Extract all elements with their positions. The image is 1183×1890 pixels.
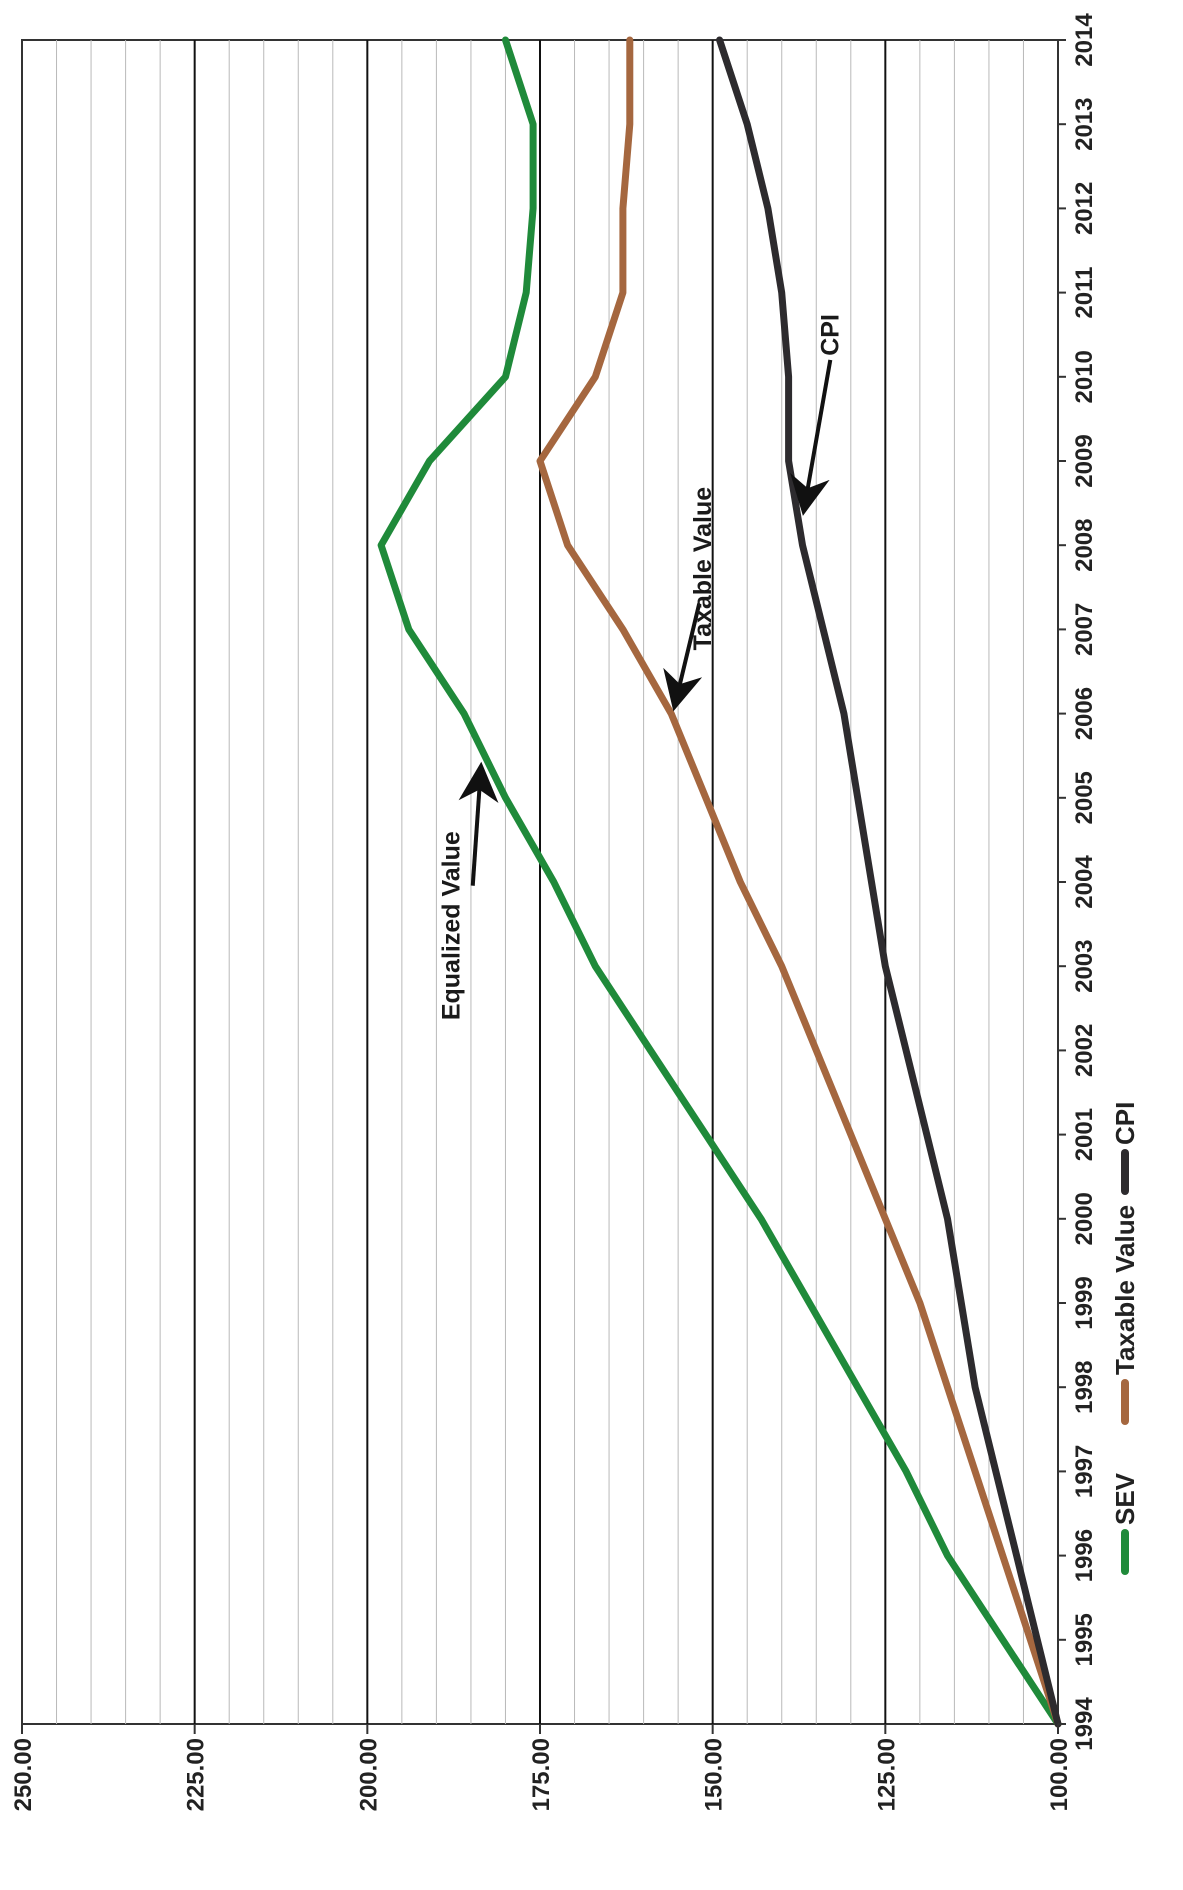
year-axis-tick-label: 2013: [1071, 98, 1098, 151]
annotation-label: Taxable Value: [689, 487, 717, 651]
year-axis-tick-label: 1997: [1071, 1445, 1098, 1498]
year-axis-tick-label: 1995: [1071, 1613, 1098, 1666]
annotation-label: CPI: [816, 314, 844, 356]
value-axis-tick-label: 100.00: [1046, 1738, 1073, 1811]
value-axis-tick-label: 250.00: [10, 1738, 37, 1811]
year-axis-tick-label: 2001: [1071, 1108, 1098, 1161]
year-axis-tick-label: 2014: [1071, 13, 1098, 67]
value-axis-tick-label: 175.00: [528, 1738, 555, 1811]
value-axis-tick-label: 150.00: [701, 1738, 728, 1811]
annotation-label: Equalized Value: [438, 831, 466, 1020]
year-axis-tick-label: 2011: [1071, 267, 1098, 319]
year-axis-tick-label: 2005: [1071, 771, 1098, 824]
value-axis-tick-label: 125.00: [873, 1738, 900, 1811]
year-axis-tick-label: 2002: [1071, 1024, 1098, 1077]
year-axis-tick-label: 2003: [1071, 940, 1098, 993]
year-axis-tick-label: 2008: [1071, 519, 1098, 572]
year-axis-tick-label: 1999: [1071, 1276, 1098, 1329]
legend-label: Taxable Value: [1110, 1205, 1140, 1375]
value-axis-tick-label: 225.00: [183, 1738, 210, 1811]
year-axis-tick-label: 1996: [1071, 1529, 1098, 1582]
legend: SEV Taxable Value CPI: [1110, 1102, 1140, 1571]
legend-label: SEV: [1110, 1472, 1140, 1525]
year-axis-tick-label: 2009: [1071, 434, 1098, 487]
year-axis-tick-label: 2007: [1071, 603, 1098, 656]
year-axis-tick-label: 2012: [1071, 182, 1098, 235]
legend-label: CPI: [1110, 1102, 1140, 1145]
year-axis-tick-label: 1998: [1071, 1361, 1098, 1414]
year-axis-tick-label: 2000: [1071, 1192, 1098, 1245]
year-axis-tick-label: 2010: [1071, 350, 1098, 403]
year-axis-tick-label: 2006: [1071, 687, 1098, 740]
year-axis-tick-label: 2004: [1071, 855, 1098, 909]
year-axis-tick-label: 1994: [1071, 1697, 1098, 1751]
value-axis-tick-label: 200.00: [355, 1738, 382, 1811]
